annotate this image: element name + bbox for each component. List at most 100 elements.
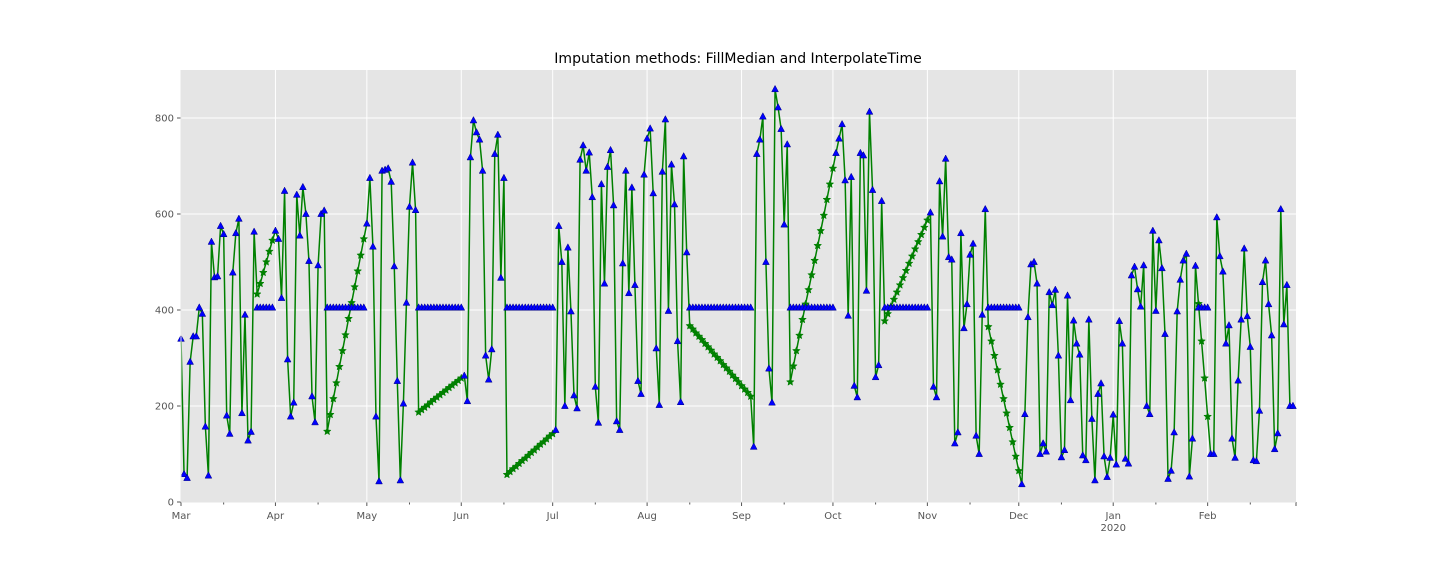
median-point [204,471,213,479]
interpolate-point [359,234,369,243]
median-point [923,303,932,311]
interpolate-point [1005,422,1015,432]
median-point [1176,275,1185,283]
median-point [771,84,779,93]
interpolate-point [795,330,804,340]
median-point [1270,444,1279,453]
median-point [1228,434,1236,442]
median-point [490,149,499,157]
x-tick-label: Nov [918,511,938,522]
median-point [966,250,974,258]
interpolate-point [743,387,753,397]
median-point [241,310,249,318]
x-tick-label: Jul [546,511,559,522]
median-point [752,149,761,157]
interpolate-point [255,278,265,288]
x-tick-label: May [356,511,377,522]
median-point [929,382,938,390]
median-point [1081,455,1090,464]
interpolate-point [993,365,1002,374]
median-point [1182,249,1191,257]
interpolate-point [822,194,832,204]
interpolate-point [685,321,695,330]
median-point [1057,453,1066,461]
median-point [554,221,563,229]
interpolate-point [691,328,701,337]
interpolate-point [356,250,366,260]
interpolate-point [810,255,820,265]
median-point [1222,339,1230,347]
interpolate-point [828,163,838,173]
median-point [1103,472,1111,480]
median-point [947,255,956,263]
median-point [634,376,642,384]
median-point [954,428,962,436]
interpolate-point [825,179,835,189]
median-point [969,239,977,247]
median-point [600,279,609,287]
median-point [625,288,633,297]
interpolate-point [1200,373,1210,382]
median-point [235,214,243,222]
median-point [1164,474,1172,482]
median-point [238,408,246,417]
x-tick-sublabel: 2020 [1100,523,1125,534]
median-point [1279,320,1288,328]
median-point [1139,261,1148,269]
median-point [387,177,396,185]
interpolate-point [731,373,740,383]
interpolate-point [258,267,268,277]
median-point [838,119,846,128]
median-point [469,116,478,124]
median-point [283,355,292,363]
median-point [1094,389,1102,397]
median-point [1018,479,1026,488]
median-point [1255,406,1264,414]
median-point [1209,449,1218,457]
interpolate-point [727,370,737,380]
interpolate-point [338,346,347,355]
median-point [1237,315,1245,323]
median-point [950,439,959,447]
interpolate-point [996,379,1005,389]
median-point [646,124,654,132]
median-point [756,135,764,143]
y-tick-label: 0 [168,498,174,509]
median-point [655,400,664,408]
median-point [777,124,785,132]
median-point [829,303,837,311]
interpolate-point [892,287,902,297]
median-point [1106,453,1114,461]
median-point [1155,236,1163,244]
median-point [1273,429,1282,437]
median-point [271,226,280,234]
interpolate-point [919,222,929,232]
interpolate-point [798,314,807,324]
median-point [466,153,475,161]
median-point [292,190,301,198]
median-point [359,303,368,311]
median-point [841,176,849,184]
interpolate-point [785,377,795,386]
median-point [396,476,405,484]
median-point [1130,262,1139,270]
median-point [1161,329,1169,337]
median-point [1145,409,1154,418]
median-point [935,177,944,185]
interpolate-point [264,246,274,256]
interpolate-point [1197,336,1206,345]
interpolate-point [737,381,746,390]
median-point [573,404,581,412]
median-point [1185,472,1194,480]
median-point [603,162,612,170]
interpolate-point [916,229,926,239]
interpolate-point [734,377,743,386]
median-point [1078,451,1087,459]
median-point [661,115,670,123]
median-point [853,393,862,401]
median-point [862,286,871,294]
median-point [299,182,307,190]
median-point [765,364,773,372]
median-point [1115,316,1124,324]
